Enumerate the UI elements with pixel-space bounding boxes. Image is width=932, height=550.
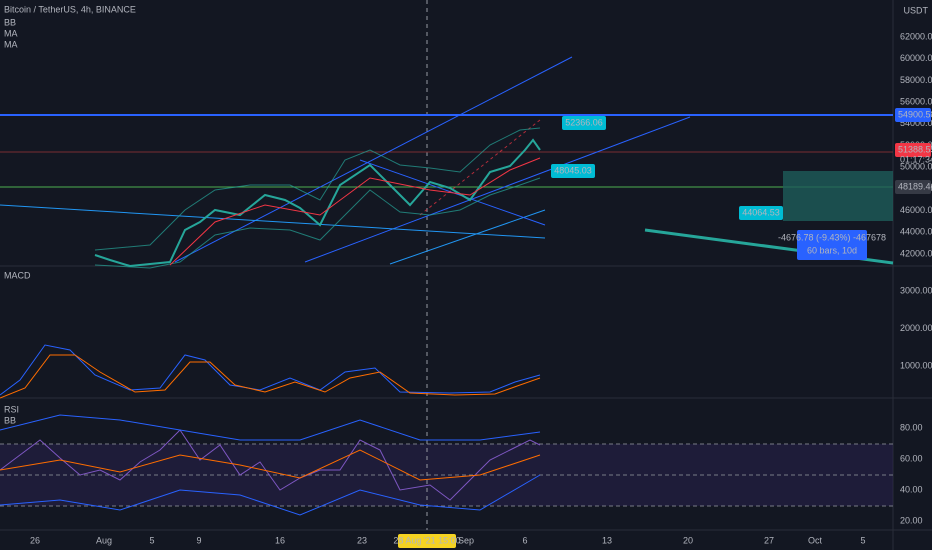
label: 2000.00: [900, 323, 932, 333]
label: 51388.55: [898, 144, 932, 154]
label: 42000.00: [900, 248, 932, 258]
label: Sep: [458, 535, 474, 545]
trendline: [419, 119, 541, 216]
label-box: [551, 164, 595, 178]
label-box: [562, 116, 606, 130]
label: 1000.00: [900, 360, 932, 370]
label: MA: [4, 28, 18, 38]
label: 62000.00: [900, 31, 932, 41]
label-box: [895, 180, 931, 194]
rsi-bb-lower: [0, 474, 541, 516]
rsi-bb-upper: [0, 414, 541, 441]
label: 20: [683, 535, 693, 545]
label: 48189.46: [898, 181, 932, 191]
label: 60.00: [900, 453, 923, 463]
rsi-ma: [0, 449, 541, 481]
label: MA: [4, 39, 18, 49]
label: 58000.00: [900, 75, 932, 85]
label: BB: [4, 415, 16, 425]
label-box: [895, 108, 931, 122]
label: 50000.00: [900, 162, 932, 172]
label: 60 bars, 10d: [807, 245, 857, 255]
rsi-line: [0, 429, 541, 501]
label: RSI: [4, 404, 19, 414]
label: 46000.00: [900, 205, 932, 215]
label: 54000.00: [900, 118, 932, 128]
label: 20.00: [900, 515, 923, 525]
label-box: [739, 206, 783, 220]
label-box: [398, 534, 456, 548]
label: 5: [860, 535, 865, 545]
label: 60000.00: [900, 53, 932, 63]
countdown: 01:17:34: [900, 154, 932, 164]
label: 6: [522, 535, 527, 545]
label: 28 Aug '21 15:00: [393, 535, 460, 545]
label: 16: [275, 535, 285, 545]
label: 48045.03: [554, 165, 592, 175]
trendline: [0, 204, 546, 239]
label: -4676.78 (-9.43%) -467678: [778, 232, 886, 242]
price-line: [94, 138, 541, 268]
label: MACD: [4, 270, 31, 280]
signal-line: [0, 354, 541, 399]
trendline: [174, 56, 573, 263]
label: 26: [30, 535, 40, 545]
bb-lower: [94, 177, 541, 269]
label: Aug: [96, 535, 112, 545]
bb-upper: [94, 127, 541, 251]
trendline: [304, 116, 691, 263]
label: 23: [357, 535, 367, 545]
label: 52366.06: [565, 117, 603, 127]
label: 27: [764, 535, 774, 545]
position-box: [783, 171, 893, 221]
label: 54900.58: [898, 109, 932, 119]
label: BB: [4, 17, 16, 27]
label-box: [895, 143, 931, 157]
label: 5: [149, 535, 154, 545]
label: 56000.00: [900, 96, 932, 106]
label: 13: [602, 535, 612, 545]
measure-box: [797, 230, 867, 260]
label: 3000.00: [900, 285, 932, 295]
label: Oct: [808, 535, 823, 545]
currency: USDT: [904, 5, 929, 15]
trendline: [389, 209, 546, 265]
moving-average: [169, 157, 541, 266]
label: 44064.53: [742, 207, 780, 217]
label: Bitcoin / TetherUS, 4h, BINANCE: [4, 4, 136, 14]
label: 40.00: [900, 484, 923, 494]
label: 9: [196, 535, 201, 545]
label: 44000.00: [900, 227, 932, 237]
label: 80.00: [900, 422, 923, 432]
